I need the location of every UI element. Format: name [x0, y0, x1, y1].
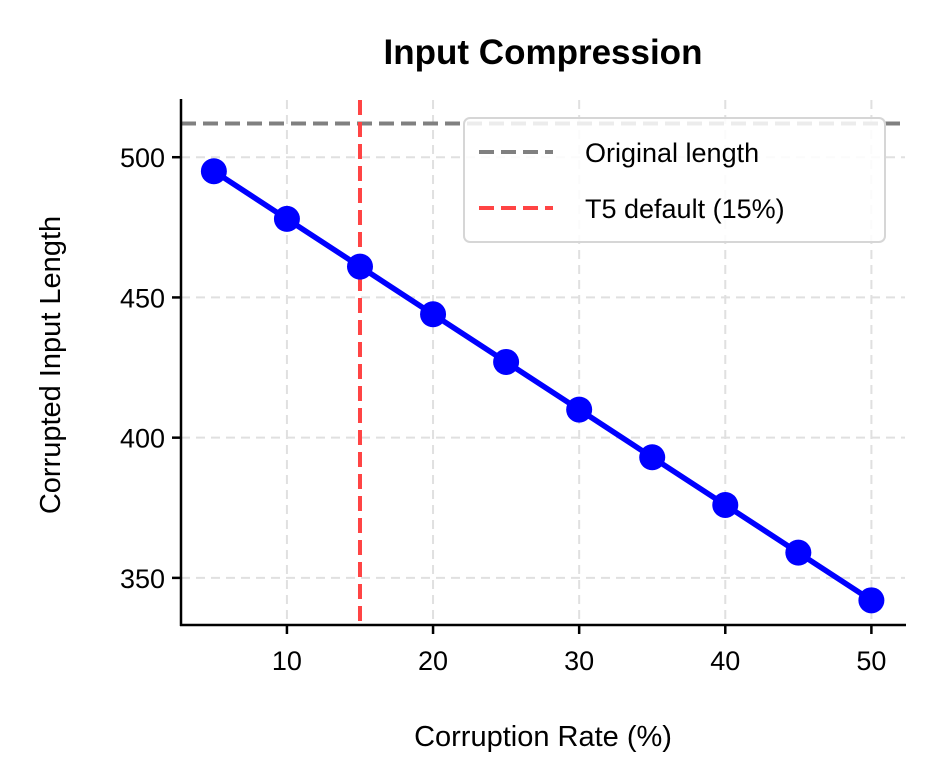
chart-title: Input Compression — [384, 33, 703, 72]
x-axis-label: Corruption Rate (%) — [414, 721, 672, 753]
grid-lines — [181, 100, 905, 625]
legend: Original length T5 default (15%) — [463, 117, 886, 243]
data-point — [785, 539, 812, 566]
legend-box — [463, 117, 886, 243]
data-point — [200, 158, 227, 185]
x-tick-label: 40 — [710, 646, 740, 676]
x-tick-label: 10 — [272, 646, 302, 676]
legend-label-original-length: Original length — [585, 138, 759, 168]
legend-label-t5-default: T5 default (15%) — [585, 194, 785, 224]
x-tick-label: 30 — [564, 646, 594, 676]
data-point — [346, 253, 373, 280]
series-markers — [200, 158, 885, 614]
data-point — [639, 444, 666, 471]
x-ticks: 10 20 30 40 50 — [272, 625, 886, 676]
data-point — [273, 205, 300, 232]
data-point — [493, 348, 520, 375]
y-tick-label: 500 — [120, 143, 165, 173]
y-tick-label: 450 — [120, 283, 165, 313]
data-point — [566, 396, 593, 423]
data-point — [420, 301, 447, 328]
x-tick-label: 50 — [856, 646, 886, 676]
y-ticks: 350 400 450 500 — [120, 143, 181, 594]
series-line — [212, 168, 873, 603]
y-axis-label: Corrupted Input Length — [35, 216, 67, 514]
data-point — [858, 587, 885, 614]
y-tick-label: 400 — [120, 424, 165, 454]
y-tick-label: 350 — [120, 564, 165, 594]
x-tick-label: 20 — [418, 646, 448, 676]
data-point — [712, 491, 739, 518]
